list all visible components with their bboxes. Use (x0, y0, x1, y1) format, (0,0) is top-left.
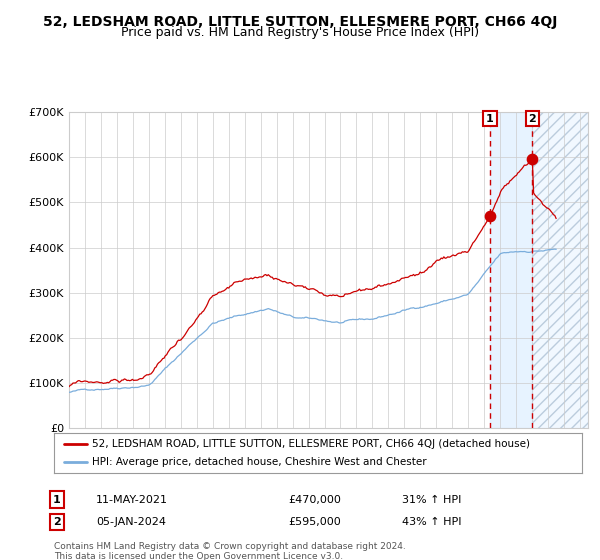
Text: £595,000: £595,000 (288, 517, 341, 527)
Text: 2: 2 (529, 114, 536, 124)
Point (527, 155, 537, 164)
Text: HPI: Average price, detached house, Cheshire West and Chester: HPI: Average price, detached house, Ches… (92, 458, 427, 467)
Bar (532, 112, 588, 428)
Bar (532, 112, 588, 428)
Bar (490, 112, 532, 428)
Text: 2: 2 (53, 517, 61, 527)
Text: Price paid vs. HM Land Registry's House Price Index (HPI): Price paid vs. HM Land Registry's House … (121, 26, 479, 39)
Text: £470,000: £470,000 (288, 494, 341, 505)
Text: 1: 1 (53, 494, 61, 505)
Text: 43% ↑ HPI: 43% ↑ HPI (402, 517, 461, 527)
Text: 31% ↑ HPI: 31% ↑ HPI (402, 494, 461, 505)
Text: 11-MAY-2021: 11-MAY-2021 (96, 494, 168, 505)
Text: 1: 1 (486, 114, 494, 124)
Text: 52, LEDSHAM ROAD, LITTLE SUTTON, ELLESMERE PORT, CH66 4QJ (detached house): 52, LEDSHAM ROAD, LITTLE SUTTON, ELLESME… (92, 439, 530, 449)
Text: 52, LEDSHAM ROAD, LITTLE SUTTON, ELLESMERE PORT, CH66 4QJ: 52, LEDSHAM ROAD, LITTLE SUTTON, ELLESME… (43, 15, 557, 29)
Point (485, 212, 495, 221)
Text: Contains HM Land Registry data © Crown copyright and database right 2024.
This d: Contains HM Land Registry data © Crown c… (54, 542, 406, 560)
Text: 05-JAN-2024: 05-JAN-2024 (96, 517, 166, 527)
